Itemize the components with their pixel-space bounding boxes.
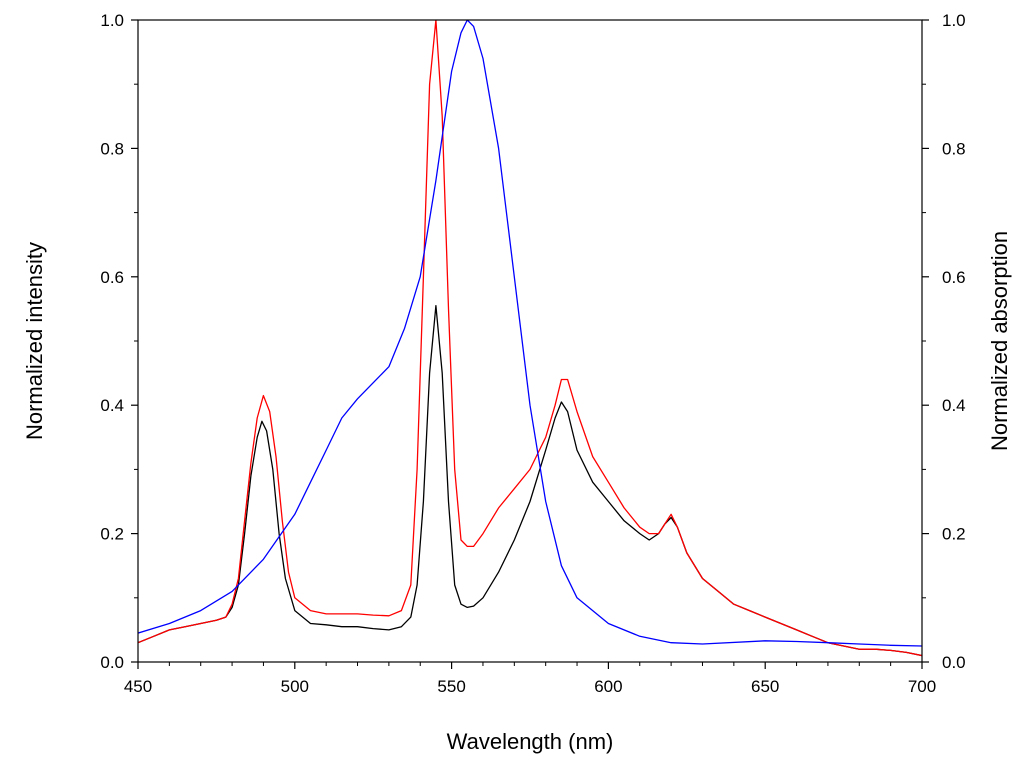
y-left-tick-label-0.4: 0.4 bbox=[100, 396, 124, 415]
x-tick-label-650: 650 bbox=[751, 677, 779, 696]
y-left-tick-label-0.0: 0.0 bbox=[100, 653, 124, 672]
y-left-tick-label-0.2: 0.2 bbox=[100, 525, 124, 544]
y-right-tick-label-0.2: 0.2 bbox=[942, 525, 966, 544]
series-layer bbox=[138, 20, 922, 657]
y-right-tick-label-0.6: 0.6 bbox=[942, 268, 966, 287]
series-line-red-emission bbox=[138, 20, 922, 657]
y-right-tick-label-0.4: 0.4 bbox=[942, 396, 966, 415]
plot-frame bbox=[137, 19, 923, 663]
x-tick-label-450: 450 bbox=[124, 677, 152, 696]
left-axis-title: Normalized intensity bbox=[22, 242, 47, 440]
ticks-layer bbox=[131, 19, 929, 669]
series-line-black-emission bbox=[138, 305, 922, 657]
y-left-tick-label-0.8: 0.8 bbox=[100, 139, 124, 158]
labels-layer: 450 500 550 600 650 700 0.0 0.2 0.4 0.6 0.8 1.0 0.0 0… bbox=[100, 11, 965, 696]
x-tick-label-500: 500 bbox=[281, 677, 309, 696]
y-right-tick-label-1.0: 1.0 bbox=[942, 11, 966, 30]
y-right-tick-label-0.0: 0.0 bbox=[942, 653, 966, 672]
x-axis-title: Wavelength (nm) bbox=[447, 729, 614, 754]
x-tick-label-600: 600 bbox=[594, 677, 622, 696]
y-right-tick-label-0.8: 0.8 bbox=[942, 139, 966, 158]
right-axis-title: Normalized absorption bbox=[987, 231, 1012, 451]
x-tick-label-550: 550 bbox=[437, 677, 465, 696]
x-tick-label-700: 700 bbox=[908, 677, 936, 696]
y-left-tick-label-0.6: 0.6 bbox=[100, 268, 124, 287]
y-left-tick-label-1.0: 1.0 bbox=[100, 11, 124, 30]
series-line-blue-absorption bbox=[138, 20, 922, 647]
